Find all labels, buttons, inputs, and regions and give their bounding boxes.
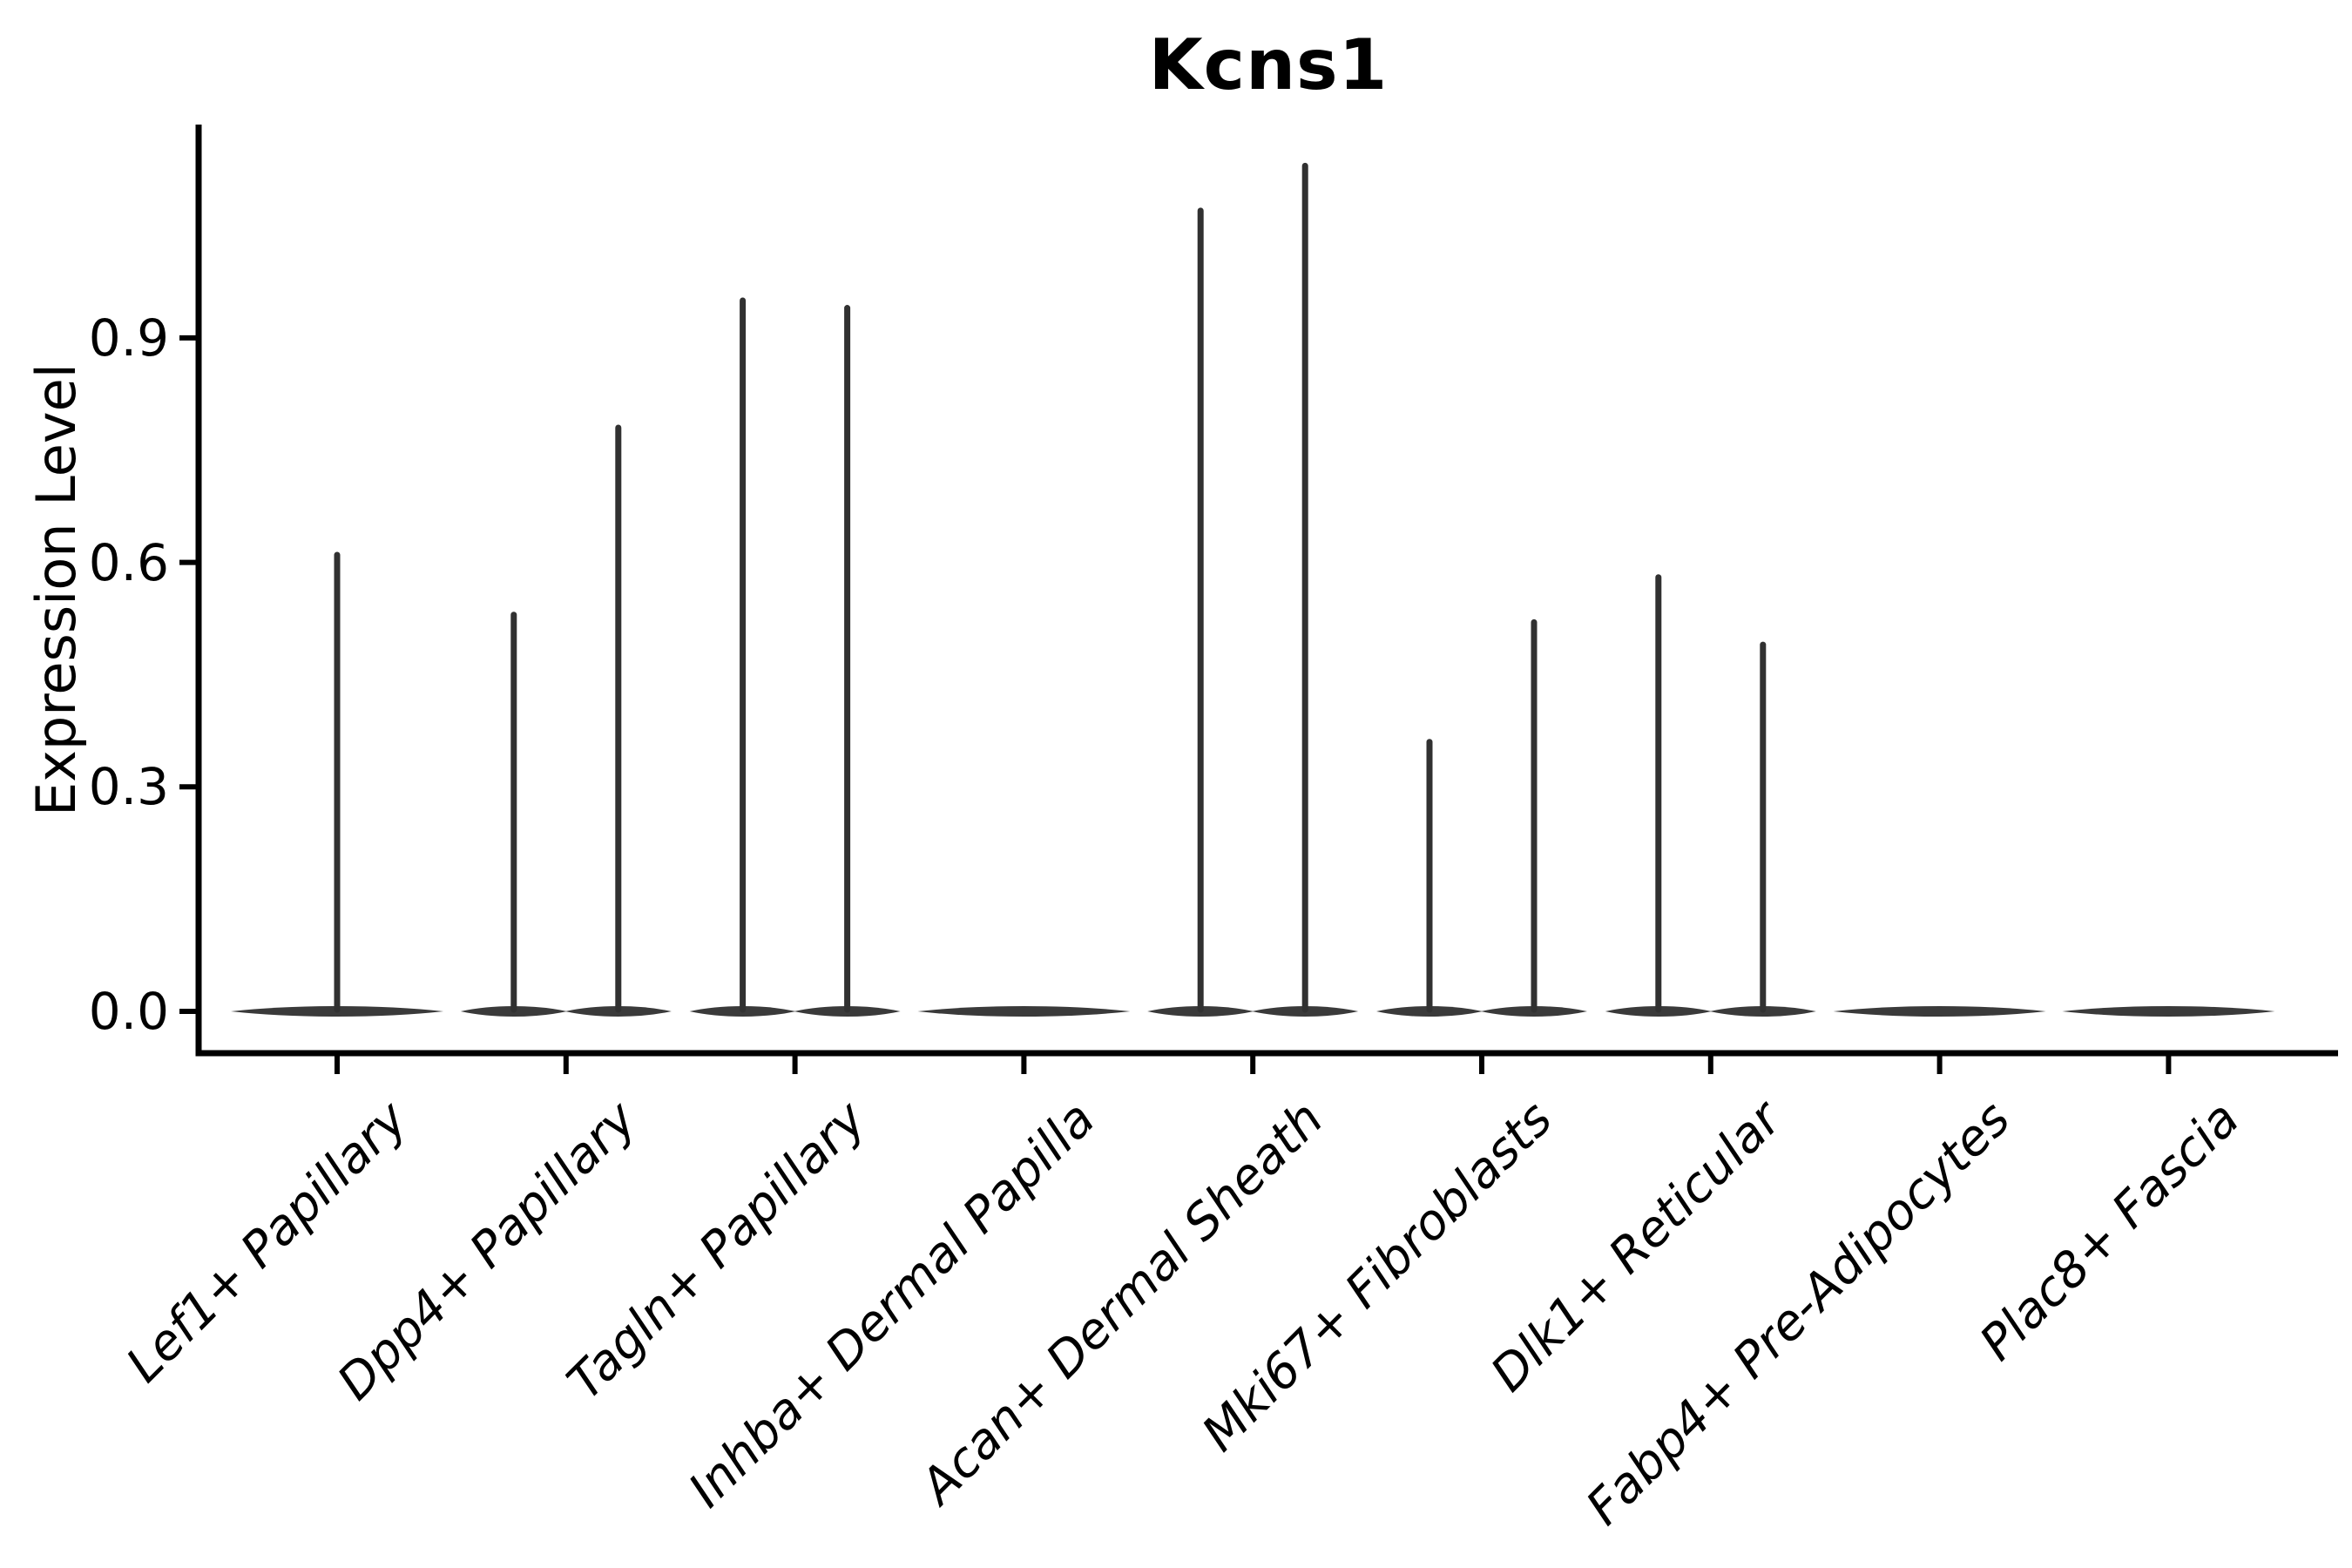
chart-title: Kcns1 (1148, 24, 1389, 105)
y-tick-label: 0.3 (88, 757, 169, 817)
axes-layer (179, 125, 2338, 1074)
violin-body (1833, 1006, 2046, 1017)
y-tick-label: 0.9 (88, 308, 169, 368)
violin-body (917, 1006, 1131, 1017)
y-tick-label: 0.6 (88, 532, 169, 592)
violin-layer (231, 162, 2275, 1017)
violin-body (2062, 1006, 2275, 1017)
y-tick-label: 0.0 (88, 982, 169, 1041)
